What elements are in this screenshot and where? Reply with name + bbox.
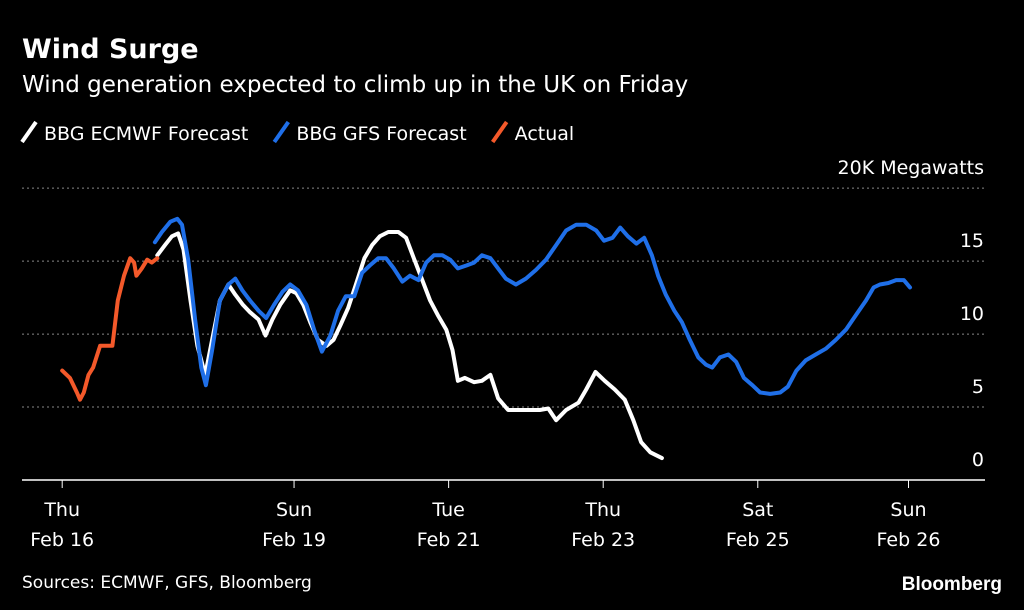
brand: Bloomberg <box>902 574 1002 595</box>
legend-label: Actual <box>515 123 575 145</box>
chart-subtitle: Wind generation expected to climb up in … <box>22 72 688 98</box>
x-tick-label: Feb 19 <box>262 529 326 551</box>
source: Sources: ECMWF, GFS, Bloomberg <box>22 573 312 593</box>
y-tick-label: 5 <box>972 376 984 398</box>
legend-swatch <box>491 120 509 144</box>
legend-swatch <box>20 120 38 144</box>
x-tick-label: Feb 26 <box>877 529 941 551</box>
series-line <box>152 216 912 396</box>
y-tick-label: 20K Megawatts <box>838 157 984 179</box>
x-tick-label: Feb 23 <box>571 529 635 551</box>
x-tick-label: Feb 25 <box>726 529 790 551</box>
x-tick-label: Sun <box>890 499 926 521</box>
legend-label: BBG GFS Forecast <box>296 123 466 145</box>
x-tick-label: Feb 21 <box>417 529 481 551</box>
y-tick-label: 0 <box>972 449 984 471</box>
x-tick-label: Tue <box>431 499 464 521</box>
legend-label: BBG ECMWF Forecast <box>44 123 248 145</box>
y-tick-label: 15 <box>960 230 984 252</box>
x-tick-label: Thu <box>43 499 80 521</box>
series-line <box>60 256 160 402</box>
x-tick-label: Thu <box>584 499 621 521</box>
chart-title: Wind Surge <box>22 34 199 65</box>
x-tick-label: Feb 16 <box>30 529 94 551</box>
legend-swatch <box>272 120 290 144</box>
x-tick-label: Sat <box>742 499 773 521</box>
x-tick-label: Sun <box>276 499 312 521</box>
y-tick-label: 10 <box>960 303 984 325</box>
series-line <box>155 230 664 461</box>
